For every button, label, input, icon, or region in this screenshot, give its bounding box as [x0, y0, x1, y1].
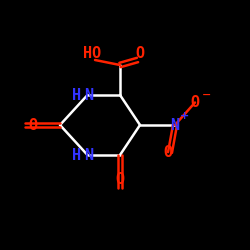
Text: O: O	[136, 46, 144, 61]
Text: N: N	[170, 118, 179, 132]
Text: N: N	[84, 148, 93, 162]
Text: −: −	[202, 90, 211, 100]
Text: O: O	[190, 95, 200, 110]
Text: O: O	[28, 118, 37, 132]
Text: H: H	[72, 88, 82, 102]
Text: O: O	[163, 145, 172, 160]
Text: N: N	[84, 88, 93, 102]
Text: HO: HO	[84, 46, 102, 61]
Text: O: O	[116, 172, 124, 188]
Text: H: H	[72, 148, 82, 162]
Text: +: +	[180, 111, 189, 121]
